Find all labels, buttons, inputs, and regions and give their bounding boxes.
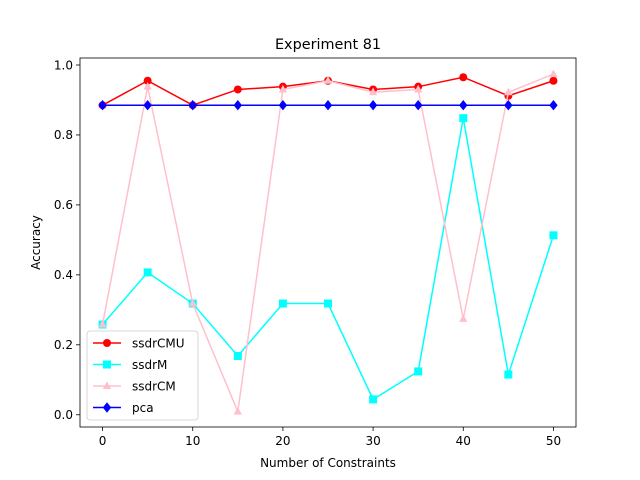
data-point-ssdrCM: [459, 314, 468, 322]
data-point-pca: [323, 100, 333, 111]
data-point-pca: [549, 100, 558, 111]
legend-marker: [102, 381, 112, 389]
y-tick-label: 0.4: [54, 268, 73, 282]
data-point-pca: [98, 100, 107, 111]
plot-frame: [79, 57, 577, 428]
x-tick-label: 10: [185, 434, 200, 448]
data-point-ssdrM: [459, 114, 468, 123]
data-point-ssdrM: [414, 367, 423, 376]
data-point-ssdrCM: [143, 82, 152, 90]
y-tick-label: 0.0: [54, 408, 73, 422]
y-axis-label: Accuracy: [29, 215, 43, 270]
y-tick-label: 0.6: [54, 198, 73, 212]
legend-marker: [102, 402, 112, 413]
data-point-ssdrM: [233, 351, 242, 360]
data-point-ssdrCMU: [459, 73, 468, 82]
y-tick-label: 0.8: [54, 128, 73, 142]
data-point-pca: [413, 100, 423, 111]
data-point-ssdrCM: [549, 69, 558, 78]
data-point-ssdrM: [504, 370, 513, 379]
data-point-pca: [504, 100, 513, 111]
series-ssdrCM: [98, 69, 558, 415]
legend-item-ssdrCM: ssdrCM: [93, 379, 176, 393]
chart-title: Experiment 81: [275, 37, 381, 53]
data-point-pca: [368, 100, 378, 111]
y-tick-label: 1.0: [54, 58, 73, 72]
legend: ssdrCMU ssdrM ssdrCM pca: [86, 330, 199, 421]
data-point-ssdrCMU: [143, 76, 152, 85]
x-tick-label: 0: [99, 434, 107, 448]
legend-label: pca: [132, 401, 154, 415]
data-point-ssdrCM: [323, 76, 333, 84]
data-point-pca: [459, 100, 468, 111]
legend-box: [86, 330, 199, 421]
legend-item-pca: pca: [93, 401, 154, 415]
x-tick-label: 30: [365, 434, 380, 448]
y-tick-label: 0.2: [54, 338, 73, 352]
legend-marker: [103, 339, 111, 347]
data-point-pca: [233, 100, 243, 111]
data-point-ssdrCMU: [549, 76, 558, 85]
legend-item-ssdrCMU: ssdrCMU: [93, 336, 185, 350]
data-point-ssdrCM: [188, 298, 197, 307]
x-axis-label: Number of Constraints: [260, 456, 396, 470]
data-point-ssdrM: [369, 395, 378, 404]
data-point-ssdrM: [278, 299, 287, 308]
data-point-pca: [188, 100, 197, 111]
x-tick-label: 50: [546, 434, 561, 448]
legend-item-ssdrM: ssdrM: [93, 358, 167, 372]
x-tick-label: 20: [275, 434, 290, 448]
data-point-ssdrCM: [504, 87, 513, 96]
series-layer: [98, 69, 558, 415]
data-point-ssdrCM: [368, 87, 378, 96]
data-point-pca: [278, 100, 288, 111]
legend-label: ssdrCMU: [132, 336, 185, 350]
data-point-pca: [143, 100, 152, 111]
data-point-ssdrM: [549, 231, 558, 240]
axes: 0 10 20 30 40 50 0.0 0.2 0.4 0.6 0.8 1.0: [54, 58, 561, 448]
legend-label: ssdrCM: [132, 379, 176, 393]
x-tick-label: 40: [456, 434, 471, 448]
series-pca: [98, 100, 558, 111]
data-point-ssdrCM: [278, 84, 288, 93]
legend-marker: [103, 360, 111, 369]
data-point-ssdrM: [324, 299, 332, 308]
data-point-ssdrCMU: [233, 85, 242, 94]
legend-label: ssdrM: [132, 358, 167, 372]
data-point-ssdrCM: [98, 319, 107, 328]
data-point-ssdrCM: [413, 84, 423, 93]
data-point-ssdrCM: [233, 407, 243, 415]
data-point-ssdrM: [143, 268, 152, 277]
